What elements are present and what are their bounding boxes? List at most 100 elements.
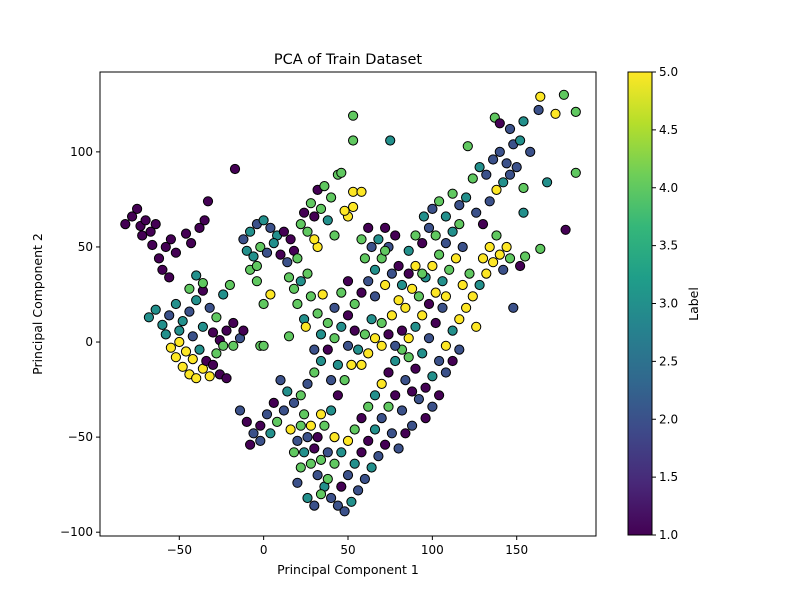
scatter-point xyxy=(418,211,429,222)
colorbar-tick-label: 2.5 xyxy=(659,354,678,368)
scatter-point xyxy=(261,409,273,420)
scatter-point xyxy=(218,340,229,351)
chart-title: PCA of Train Dataset xyxy=(274,52,422,68)
scatter-point xyxy=(326,492,337,504)
scatter-point xyxy=(393,443,404,454)
scatter-point xyxy=(440,340,451,351)
scatter-point xyxy=(268,238,279,249)
scatter-point xyxy=(278,226,289,237)
scatter-point xyxy=(471,207,482,218)
scatter-point xyxy=(339,506,350,517)
scatter-point xyxy=(251,260,262,272)
scatter-point xyxy=(407,386,418,397)
scatter-point xyxy=(342,276,354,287)
scatter-point xyxy=(488,154,499,165)
scatter-point xyxy=(275,375,286,386)
scatter-point xyxy=(241,416,252,427)
scatter-point xyxy=(184,306,195,317)
scatter-point xyxy=(494,146,505,157)
colorbar-tick-label: 3.5 xyxy=(659,239,678,253)
scatter-point xyxy=(515,135,526,146)
scatter-point xyxy=(248,251,259,262)
scatter-point xyxy=(319,181,330,192)
scatter-point xyxy=(501,158,512,169)
scatter-point xyxy=(283,331,295,342)
scatter-point xyxy=(186,238,197,249)
scatter-point xyxy=(309,234,320,245)
scatter-point xyxy=(295,390,306,401)
scatter-point xyxy=(380,279,391,291)
scatter-point xyxy=(348,110,359,121)
scatter-point xyxy=(180,346,192,357)
scatter-point xyxy=(177,316,188,327)
scatter-point xyxy=(385,135,396,146)
x-tick-label: 0 xyxy=(260,543,268,557)
scatter-point xyxy=(570,106,581,118)
scatter-point xyxy=(410,230,421,241)
scatter-point xyxy=(255,420,266,431)
scatter-point xyxy=(427,371,438,382)
scatter-point xyxy=(454,219,465,230)
scatter-point xyxy=(295,462,306,473)
scatter-point xyxy=(403,245,414,256)
scatter-point xyxy=(288,447,300,458)
scatter-point xyxy=(255,241,266,253)
scatter-point xyxy=(221,325,232,336)
scatter-point xyxy=(272,416,283,427)
scatter-point xyxy=(570,167,581,178)
scatter-point xyxy=(474,162,485,173)
scatter-point xyxy=(457,279,468,291)
scatter-point xyxy=(315,203,327,214)
scatter-point xyxy=(292,435,303,446)
scatter-point xyxy=(477,219,489,230)
scatter-point xyxy=(245,226,256,237)
scatter-point xyxy=(403,268,414,279)
scatter-point xyxy=(336,321,347,332)
scatter-point xyxy=(191,270,202,281)
scatter-point xyxy=(145,226,156,237)
scatter-point xyxy=(437,276,448,287)
scatter-point xyxy=(410,260,421,272)
scatter-point xyxy=(140,215,151,226)
scatter-point xyxy=(211,348,222,359)
scatter-point xyxy=(202,196,214,207)
scatter-point xyxy=(542,177,553,188)
scatter-point xyxy=(315,409,327,420)
scatter-point xyxy=(390,355,401,367)
scatter-point xyxy=(363,348,374,359)
scatter-point xyxy=(342,340,354,351)
scatter-point xyxy=(491,184,502,195)
y-tick-label: 100 xyxy=(70,145,93,159)
scatter-point xyxy=(481,169,492,180)
colorbar-label: Label xyxy=(686,287,701,321)
scatter-point xyxy=(417,348,428,359)
scatter-point xyxy=(342,470,354,481)
scatter-point xyxy=(390,230,401,241)
scatter-point xyxy=(474,279,485,291)
scatter-point xyxy=(332,359,343,370)
scatter-point xyxy=(508,302,519,313)
scatter-point xyxy=(317,289,328,300)
scatter-point xyxy=(423,333,435,344)
scatter-point xyxy=(356,447,367,458)
scatter-point xyxy=(504,253,516,264)
scatter-point xyxy=(462,141,473,152)
scatter-point xyxy=(305,198,316,209)
scatter-point xyxy=(440,367,451,378)
scatter-point xyxy=(420,413,431,424)
scatter-point xyxy=(467,291,478,302)
scatter-point xyxy=(315,355,327,367)
scatter-point xyxy=(386,428,397,439)
scatter-point xyxy=(518,207,529,218)
scatter-point xyxy=(420,382,431,393)
scatter-point xyxy=(300,321,311,332)
scatter-point xyxy=(356,359,367,370)
scatter-point xyxy=(349,298,360,310)
y-tick-label: −100 xyxy=(60,525,93,539)
scatter-point xyxy=(165,342,176,353)
colorbar-tick-label: 1.5 xyxy=(659,470,678,484)
scatter-point xyxy=(187,354,198,365)
scatter-point xyxy=(560,224,571,235)
scatter-point xyxy=(366,314,377,325)
scatter-point xyxy=(278,405,289,416)
